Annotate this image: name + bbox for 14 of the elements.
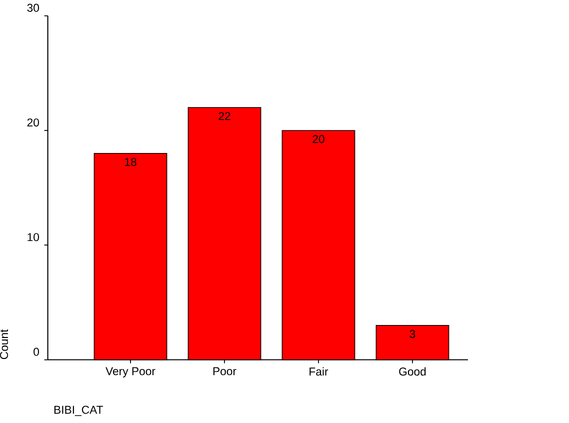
x-tick-label: Good — [399, 367, 426, 376]
y-axis-title: Count — [0, 329, 8, 360]
y-tick-label: 20 — [27, 118, 40, 127]
x-tick-label: Fair — [310, 367, 328, 376]
x-tick-label: Poor — [213, 367, 236, 376]
data-label: 22 — [218, 112, 230, 120]
data-label: 20 — [312, 135, 324, 144]
y-tick-label: 0 — [34, 348, 40, 356]
y-tick-label: 30 — [27, 4, 40, 12]
data-label: 3 — [410, 330, 416, 338]
x-axis-title: BIBI_CAT — [54, 406, 103, 416]
y-tick-label: 10 — [28, 233, 40, 242]
x-tick-label: Very Poor — [106, 367, 156, 378]
data-label: 18 — [125, 158, 136, 166]
